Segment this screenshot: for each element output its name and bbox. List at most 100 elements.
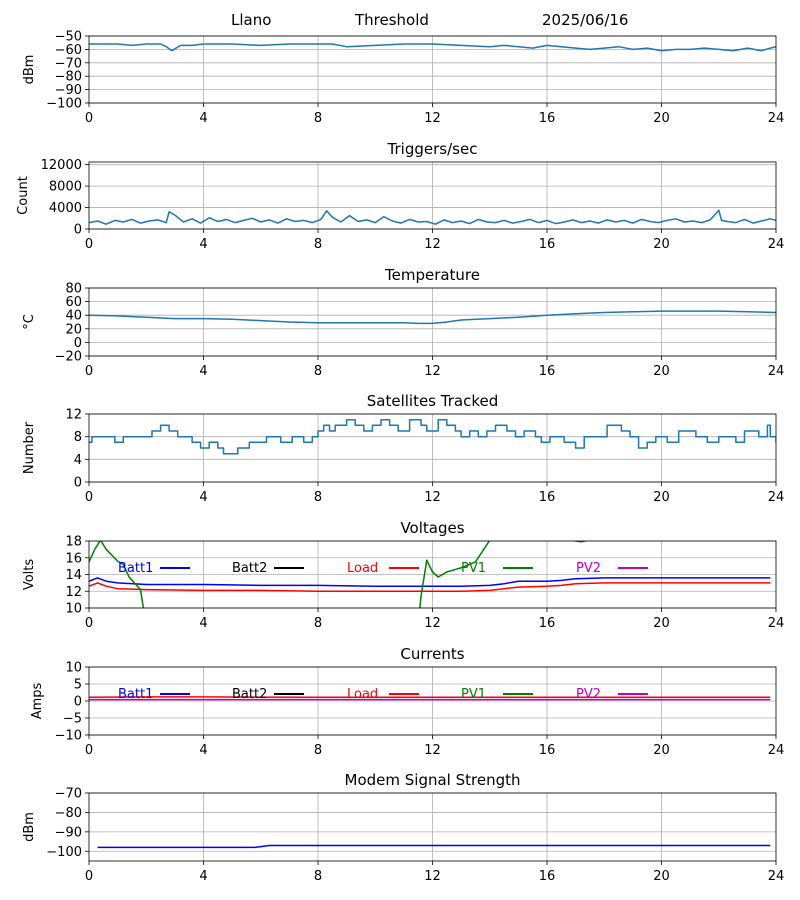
chart-triggers: 0 4 8 12 16 20 24 0 4000 8000 12000 Count Triggers/s… (16, 140, 784, 252)
x-tick-label: 24 (768, 364, 785, 379)
x-tick-label: 8 (314, 490, 322, 505)
y-tick-label: −90 (55, 825, 82, 840)
x-tick-label: 0 (85, 111, 93, 126)
legend-label: PV2 (576, 687, 601, 702)
y-axis-label: dBm (22, 812, 37, 842)
y-tick-label: −90 (55, 83, 82, 98)
series-line (89, 577, 771, 587)
y-tick-label: −10 (55, 729, 82, 744)
x-tick-label: 20 (653, 490, 670, 505)
x-tick-label: 16 (539, 490, 556, 505)
chart-satellites: 0 4 8 12 16 20 24 0 4 8 12 Number Satellites Tracked (22, 392, 784, 505)
y-tick-label: −80 (55, 70, 82, 85)
y-tick-label: 4000 (49, 201, 82, 216)
y-tick-label: 80 (65, 282, 82, 297)
x-tick-label: 12 (424, 743, 441, 758)
chart-title: Triggers/sec (387, 140, 478, 158)
chart-currents: 0 4 8 12 16 20 24 −10 −5 0 5 10 Amps Currents Batt1 Bat… (30, 645, 784, 758)
x-tick-label: 0 (85, 869, 93, 884)
x-tick-label: 12 (424, 237, 441, 252)
x-tick-label: 0 (85, 743, 93, 758)
x-tick-label: 24 (768, 490, 785, 505)
x-tick-label: 4 (199, 364, 207, 379)
y-tick-label: 14 (65, 568, 82, 583)
x-tick-label: 4 (199, 616, 207, 631)
y-axis-label: Count (16, 176, 31, 215)
y-tick-label: 0 (74, 223, 82, 238)
x-tick-label: 4 (199, 237, 207, 252)
header-site: Llano (231, 11, 272, 29)
y-tick-label: 20 (65, 322, 82, 337)
y-axis-label: dBm (22, 55, 37, 85)
x-tick-label: 8 (314, 237, 322, 252)
x-tick-label: 8 (314, 364, 322, 379)
series-line (89, 582, 771, 593)
x-tick-label: 12 (424, 364, 441, 379)
x-tick-label: 24 (768, 111, 785, 126)
y-axis-label: °C (22, 314, 37, 330)
x-tick-label: 12 (424, 111, 441, 126)
y-tick-label: 16 (65, 551, 82, 566)
y-axis-label: Number (22, 421, 37, 474)
chart-title: Satellites Tracked (367, 392, 498, 410)
chart-modem: 0 4 8 12 16 20 24 −100 −90 −80 −70 dBm Modem Signal … (22, 771, 784, 884)
x-tick-label: 4 (199, 869, 207, 884)
y-tick-label: −50 (55, 30, 82, 45)
y-tick-label: 0 (74, 336, 82, 351)
x-tick-label: 12 (424, 616, 441, 631)
series-line (89, 418, 776, 455)
x-tick-label: 0 (85, 616, 93, 631)
y-tick-label: −70 (55, 56, 82, 71)
series-line (89, 209, 776, 225)
legend-label: Load (347, 561, 378, 576)
x-tick-label: 20 (653, 237, 670, 252)
y-tick-label: 18 (65, 535, 82, 550)
x-tick-label: 24 (768, 869, 785, 884)
series-line (89, 541, 589, 608)
x-tick-label: 4 (199, 743, 207, 758)
chart-threshold: 0 4 8 12 16 20 24 −100−90−80−70−60−50 dBm (22, 30, 784, 127)
y-tick-label: 4 (74, 453, 82, 468)
x-tick-label: 0 (85, 237, 93, 252)
legend-label: Batt2 (232, 687, 267, 702)
y-tick-label: 12000 (41, 158, 82, 173)
x-tick-label: 8 (314, 111, 322, 126)
y-tick-label: −60 (55, 43, 82, 58)
series-line (97, 844, 771, 849)
x-tick-label: 24 (768, 743, 785, 758)
y-tick-label: 12 (65, 585, 82, 600)
y-tick-label: 10 (65, 661, 82, 676)
legend-label: Batt2 (232, 561, 267, 576)
chart-title: Voltages (400, 519, 464, 537)
y-tick-label: 60 (65, 295, 82, 310)
series-line (89, 43, 776, 52)
y-tick-label: −100 (46, 97, 82, 112)
x-tick-label: 0 (85, 490, 93, 505)
x-tick-label: 16 (539, 111, 556, 126)
x-tick-label: 12 (424, 490, 441, 505)
x-tick-label: 20 (653, 364, 670, 379)
y-tick-label: 0 (74, 476, 82, 491)
legend-label: PV1 (461, 687, 486, 702)
y-tick-label: 8 (74, 430, 82, 445)
legend-label: PV1 (461, 561, 486, 576)
x-tick-label: 20 (653, 869, 670, 884)
x-tick-label: 4 (199, 490, 207, 505)
chart-title: Temperature (384, 266, 480, 284)
chart-title: Currents (400, 645, 464, 663)
x-tick-label: 8 (314, 743, 322, 758)
y-tick-label: −20 (55, 350, 82, 365)
y-tick-label: −70 (55, 787, 82, 802)
x-tick-label: 12 (424, 869, 441, 884)
x-tick-label: 16 (539, 364, 556, 379)
x-tick-label: 20 (653, 743, 670, 758)
x-tick-label: 4 (199, 111, 207, 126)
header-date: 2025/06/16 (542, 11, 629, 29)
header-mode: Threshold (355, 11, 429, 29)
x-tick-label: 0 (85, 364, 93, 379)
legend-label: Load (347, 687, 378, 702)
chart-title: Modem Signal Strength (345, 771, 521, 789)
x-tick-label: 20 (653, 111, 670, 126)
y-tick-label: 8000 (49, 180, 82, 195)
